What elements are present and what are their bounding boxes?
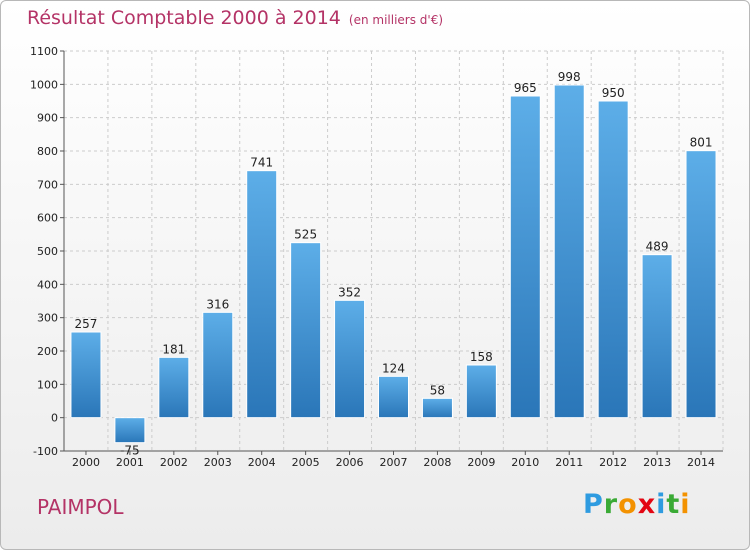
y-tick-label: -100 <box>33 445 58 458</box>
x-tick-labels: 2000 2001 2002 2003 2004 2005 2006 2007 2008 2009… <box>72 456 715 469</box>
bar-value-label: 352 <box>338 285 361 299</box>
bar <box>685 150 717 419</box>
y-tick-label: 700 <box>37 178 58 191</box>
y-tick-label: 0 <box>51 412 58 425</box>
x-tick-label: 2008 <box>423 456 451 469</box>
bar <box>421 397 453 419</box>
y-tick-label: 1000 <box>30 78 58 91</box>
bar <box>378 375 409 419</box>
bar-value-label: 181 <box>162 342 185 356</box>
bar <box>114 417 146 444</box>
x-tick-label: 2010 <box>511 456 539 469</box>
x-tick-label: 2011 <box>555 456 583 469</box>
x-tick-label: 2004 <box>248 456 276 469</box>
x-tick-label: 2001 <box>116 456 144 469</box>
chart-title-block: Résultat Comptable 2000 à 2014 (en millie… <box>27 7 443 29</box>
place-name: PAIMPOL <box>37 495 124 519</box>
x-tick-label: 2000 <box>72 456 100 469</box>
bar <box>158 356 190 419</box>
bar <box>553 84 585 419</box>
y-tick-label: 600 <box>37 212 58 225</box>
x-tick-label: 2012 <box>599 456 627 469</box>
bar-value-label: 124 <box>382 361 405 375</box>
x-tick-label: 2003 <box>204 456 232 469</box>
bar <box>509 95 541 419</box>
bar <box>246 170 278 419</box>
x-tick-label: 2007 <box>380 456 408 469</box>
bar <box>465 364 497 419</box>
bar-value-label: 965 <box>514 81 537 95</box>
y-tick-label: 400 <box>37 278 58 291</box>
bar-value-label: 158 <box>470 350 493 364</box>
y-tick-label: 800 <box>37 145 58 158</box>
logo-letter: o <box>618 489 638 520</box>
logo-letter: P <box>583 489 604 520</box>
y-tick-labels: -100 0 100 200 300 400 500 600 700 800 900 1000 1100 <box>30 45 58 458</box>
bar <box>641 254 673 419</box>
axes <box>60 50 723 455</box>
y-tick-label: 900 <box>37 112 58 125</box>
bar-value-label: 489 <box>646 240 669 254</box>
x-tick-label: 2009 <box>467 456 495 469</box>
bar-value-label: 525 <box>294 228 317 242</box>
logo-letter: i <box>656 489 667 520</box>
bar-value-label: 801 <box>690 136 713 150</box>
bar <box>70 331 102 419</box>
bar-value-label: 741 <box>250 156 273 170</box>
x-tick-label: 2005 <box>292 456 320 469</box>
logo-letter: r <box>603 489 619 520</box>
chart-title: Résultat Comptable 2000 à 2014 <box>27 7 341 29</box>
logo-letter: t <box>666 489 681 520</box>
value-labels: 257 -75 181 316 741 525 352 124 58 158 965 998 950 48… <box>75 70 713 458</box>
logo-letter: x <box>637 489 657 520</box>
bars <box>70 84 717 444</box>
bar <box>202 311 234 419</box>
proxiti-logo: Proxiti <box>583 489 691 520</box>
chart-subtitle: (en milliers d'€) <box>348 13 444 27</box>
bar-value-label: 998 <box>558 70 581 84</box>
bar-value-label: 58 <box>430 383 445 397</box>
bar-value-label: 257 <box>75 317 98 331</box>
bar <box>290 242 322 419</box>
grid-lines <box>63 50 724 452</box>
bar <box>334 299 366 419</box>
y-tick-label: 100 <box>37 378 58 391</box>
x-tick-label: 2014 <box>687 456 715 469</box>
bar-value-label: -75 <box>120 444 140 458</box>
y-tick-label: 200 <box>37 345 58 358</box>
y-tick-label: 500 <box>37 245 58 258</box>
x-tick-label: 2013 <box>643 456 671 469</box>
x-tick-label: 2006 <box>336 456 364 469</box>
bar-value-label: 950 <box>602 86 625 100</box>
bar <box>597 100 629 419</box>
bar-value-label: 316 <box>206 297 229 311</box>
y-tick-label: 1100 <box>30 45 58 58</box>
x-tick-label: 2002 <box>160 456 188 469</box>
logo-letter: i <box>680 489 691 520</box>
y-tick-label: 300 <box>37 312 58 325</box>
